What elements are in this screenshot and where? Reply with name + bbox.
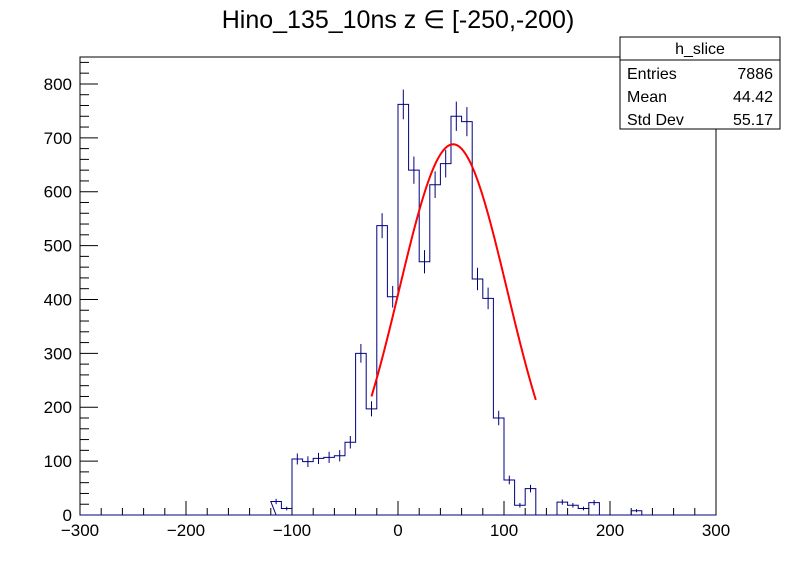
chart-title: Hino_135_10ns z ∈ [-250,-200): [221, 6, 575, 34]
y-tick-label: 200: [44, 398, 72, 417]
gaussian-fit-series: [370, 143, 537, 401]
x-tick-label: 200: [596, 521, 624, 540]
x-tick-label: −200: [167, 521, 205, 540]
y-tick-label: 800: [44, 75, 72, 94]
x-tick-label: 300: [702, 521, 730, 540]
histogram-series: [80, 89, 716, 516]
y-tick-label: 600: [44, 183, 72, 202]
y-axis: 0 100 200 300 400 500 600 700 800: [44, 61, 98, 525]
gaussian-fit-curve: [370, 143, 537, 401]
x-tick-label: 0: [393, 521, 402, 540]
y-tick-label: 300: [44, 344, 72, 363]
stats-mean-label: Mean: [627, 89, 667, 106]
stats-entries-label: Entries: [627, 66, 677, 83]
y-tick-label: 700: [44, 129, 72, 148]
stats-box-frame: [619, 36, 781, 130]
stats-mean-value: 44.42: [733, 89, 773, 106]
x-tick-label: −100: [273, 521, 311, 540]
histogram-step-line: [265, 103, 653, 516]
stats-box: h_slice Entries 7886 Mean 44.42 Std Dev …: [619, 36, 781, 130]
x-tick-label: 100: [490, 521, 518, 540]
stats-stddev-value: 55.17: [733, 112, 773, 129]
x-axis: −300 −200 −100 0 100 200 300: [61, 501, 730, 540]
y-tick-label: 400: [44, 290, 72, 309]
y-tick-label: 500: [44, 237, 72, 256]
stats-stddev-label: Std Dev: [627, 112, 684, 129]
y-tick-label: 100: [44, 452, 72, 471]
stats-box-title: h_slice: [675, 41, 725, 58]
x-tick-label: −300: [61, 521, 99, 540]
stats-entries-value: 7886: [737, 66, 773, 83]
y-tick-label: 0: [63, 506, 72, 525]
